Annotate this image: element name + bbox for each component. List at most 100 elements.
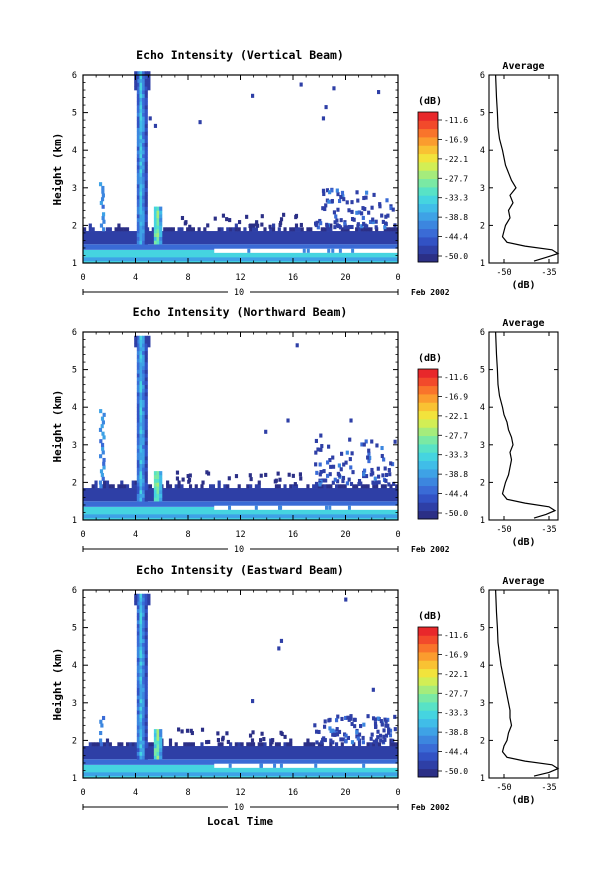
heatmap-cell bbox=[136, 97, 140, 102]
heatmap-cell bbox=[156, 217, 160, 222]
heatmap-cell bbox=[144, 82, 148, 87]
heatmap-cell bbox=[142, 210, 146, 215]
heatmap-cell bbox=[243, 227, 247, 232]
heatmap-cell bbox=[136, 657, 140, 662]
heatmap-cell bbox=[139, 736, 143, 741]
heatmap-cell bbox=[364, 474, 369, 479]
colorbar-tick-label: -16.9 bbox=[444, 135, 468, 144]
heatmap-cell bbox=[201, 480, 205, 485]
heatmap-cell bbox=[134, 71, 138, 76]
heatmap-cell bbox=[144, 195, 148, 200]
heatmap-cell bbox=[144, 347, 148, 352]
heatmap-cell bbox=[139, 407, 143, 412]
x-tick-label: 4 bbox=[133, 530, 138, 540]
heatmap-cell bbox=[153, 493, 158, 498]
saturation-gap bbox=[314, 763, 318, 768]
heatmap-cell bbox=[139, 347, 143, 352]
heatmap-cell bbox=[139, 482, 143, 487]
average-y-tick-label: 5 bbox=[480, 109, 485, 119]
heatmap-cell bbox=[156, 474, 160, 479]
heatmap-cell bbox=[136, 169, 140, 174]
heatmap-cell bbox=[139, 97, 143, 102]
heatmap-cell bbox=[377, 480, 381, 485]
heatmap-cell bbox=[348, 457, 352, 462]
heatmap-cell bbox=[312, 484, 316, 489]
heatmap-cell bbox=[234, 223, 238, 228]
heatmap-cell bbox=[333, 477, 337, 482]
heatmap-cell bbox=[101, 204, 105, 209]
heatmap-cell bbox=[340, 451, 344, 456]
heatmap-cell bbox=[139, 93, 143, 98]
heatmap-cell bbox=[136, 751, 140, 756]
heatmap-cell bbox=[376, 735, 380, 740]
heatmap-cell bbox=[389, 738, 393, 743]
average-x-tick-label: -50 bbox=[496, 268, 511, 278]
heatmap-cell bbox=[144, 687, 148, 692]
heatmap-cell bbox=[357, 210, 361, 215]
heatmap-cell bbox=[142, 740, 146, 745]
heatmap-cell bbox=[136, 399, 140, 404]
heatmap-cell bbox=[117, 484, 121, 489]
heatmap-cell bbox=[136, 187, 140, 192]
heatmap-cell bbox=[316, 225, 320, 230]
heatmap-cell bbox=[98, 182, 103, 187]
heatmap-cell bbox=[94, 742, 98, 747]
heatmap-cell bbox=[294, 215, 298, 220]
heatmap-cell bbox=[142, 138, 146, 143]
heatmap-cell bbox=[139, 620, 143, 625]
heatmap-cell bbox=[368, 455, 372, 460]
heatmap-cell bbox=[264, 472, 268, 477]
heatmap-cell bbox=[144, 90, 148, 95]
heatmap-cell bbox=[344, 738, 348, 743]
heatmap-cell bbox=[257, 480, 261, 485]
heatmap-cell bbox=[88, 227, 92, 232]
heatmap-cell bbox=[395, 484, 399, 489]
heatmap-cell bbox=[337, 198, 342, 204]
heatmap-cell bbox=[383, 484, 387, 489]
average-frame bbox=[488, 74, 559, 264]
average-y-tick-label: 6 bbox=[480, 586, 485, 596]
heatmap-cell bbox=[136, 161, 140, 166]
colorbar-swatch bbox=[418, 435, 438, 445]
heatmap-cell bbox=[362, 722, 366, 727]
heatmap-cell bbox=[268, 224, 272, 229]
heatmap-cell bbox=[333, 732, 337, 737]
heatmap-cell bbox=[372, 742, 376, 747]
x-tick-label: 20 bbox=[340, 530, 350, 540]
heatmap-cell bbox=[318, 482, 322, 487]
heatmap-cell bbox=[142, 732, 146, 737]
heatmap-cell bbox=[83, 227, 87, 232]
heatmap-cell bbox=[139, 138, 143, 143]
heatmap-cell bbox=[153, 744, 158, 749]
heatmap-cell bbox=[136, 358, 140, 363]
heatmap-cell bbox=[328, 190, 332, 195]
heatmap-cell bbox=[156, 751, 160, 756]
heatmap-cell bbox=[142, 459, 146, 464]
heatmap-cell bbox=[340, 742, 344, 747]
colorbar-tick-label: -27.7 bbox=[444, 174, 468, 183]
heatmap-cell bbox=[139, 358, 143, 363]
heatmap-cell bbox=[249, 742, 253, 747]
heatmap-cell bbox=[159, 489, 163, 494]
heatmap-cell bbox=[374, 724, 378, 729]
heatmap-cell bbox=[142, 146, 146, 151]
heatmap-cell bbox=[382, 457, 386, 462]
heatmap-cell bbox=[144, 467, 148, 472]
heatmap-cell bbox=[136, 638, 140, 643]
saturation-gap bbox=[328, 505, 332, 510]
heatmap-cell bbox=[144, 112, 148, 117]
heatmap-cell bbox=[142, 418, 146, 423]
heatmap-cell bbox=[363, 206, 367, 212]
heatmap-cell bbox=[153, 474, 158, 479]
heatmap-cell bbox=[144, 699, 148, 704]
average-y-tick-label: 2 bbox=[480, 221, 485, 231]
heatmap-cell bbox=[363, 484, 367, 489]
heatmap-cell bbox=[142, 347, 146, 352]
heatmap-cell bbox=[144, 108, 148, 113]
heatmap-cell bbox=[136, 732, 140, 737]
heatmap-cell bbox=[276, 471, 280, 476]
heatmap-cell bbox=[144, 474, 148, 479]
heatmap-cell bbox=[315, 470, 319, 475]
heatmap-cell bbox=[99, 484, 103, 489]
heatmap-cell bbox=[323, 484, 327, 489]
